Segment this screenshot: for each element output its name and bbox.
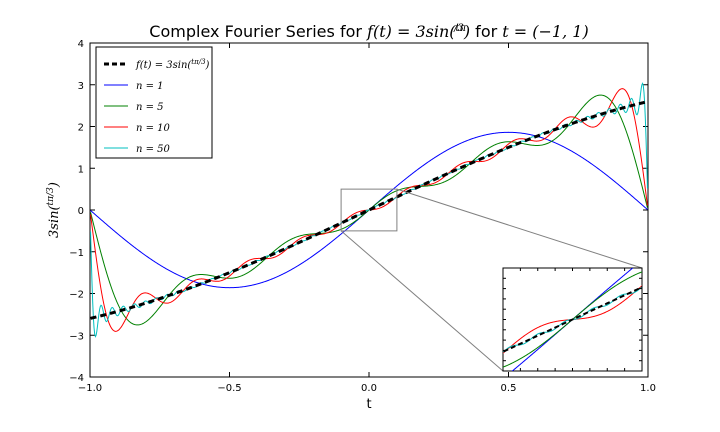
legend-label: n = 50 <box>136 144 171 155</box>
y-axis-label: 3sin(tπ/3) <box>46 182 62 238</box>
zoom-box <box>340 188 398 232</box>
series-lines <box>90 82 648 338</box>
y-tick-label: −2 <box>69 290 84 301</box>
legend-label: f(t) = 3sin(tπ/3) <box>135 58 210 71</box>
x-tick-label: 1.0 <box>640 383 656 394</box>
inset-zoom-plot <box>502 267 643 372</box>
legend-label: n = 1 <box>136 81 164 92</box>
y-tick-label: 4 <box>78 39 84 50</box>
y-tick-label: 0 <box>78 206 84 217</box>
y-tick-label: −1 <box>69 248 84 259</box>
y-tick-label: −4 <box>69 373 84 384</box>
y-tick-label: 2 <box>78 123 84 134</box>
legend-label: n = 5 <box>136 102 164 113</box>
series-line-exact <box>90 100 648 320</box>
x-tick-label: −1.0 <box>78 383 102 394</box>
zoom-connector <box>396 188 643 269</box>
inset-series-lines <box>503 268 642 371</box>
zoom-connector <box>340 230 504 372</box>
x-tick-label: −0.5 <box>217 383 241 394</box>
legend: f(t) = 3sin(tπ/3) n = 1 n = 5 n = 10 n = 50 <box>95 46 213 159</box>
y-tick-label: 1 <box>78 164 84 175</box>
inset-series-line-exact <box>503 286 642 353</box>
x-tick-label: 0.0 <box>361 383 377 394</box>
x-tick-label: 0.5 <box>501 383 517 394</box>
chart-title: Complex Fourier Series for f(t) = 3sin(t… <box>149 22 588 41</box>
legend-label: n = 10 <box>136 123 171 134</box>
y-tick-label: 3 <box>78 81 84 92</box>
axis-ticks: −1.0 −0.5 0.0 0.5 1.0 4 3 2 1 0 −1 −2 −3 −4 <box>69 39 656 394</box>
y-tick-label: −3 <box>69 331 84 342</box>
zoom-indicator <box>340 188 643 372</box>
x-axis-label: t <box>366 397 371 412</box>
inset-ticks <box>502 267 643 372</box>
